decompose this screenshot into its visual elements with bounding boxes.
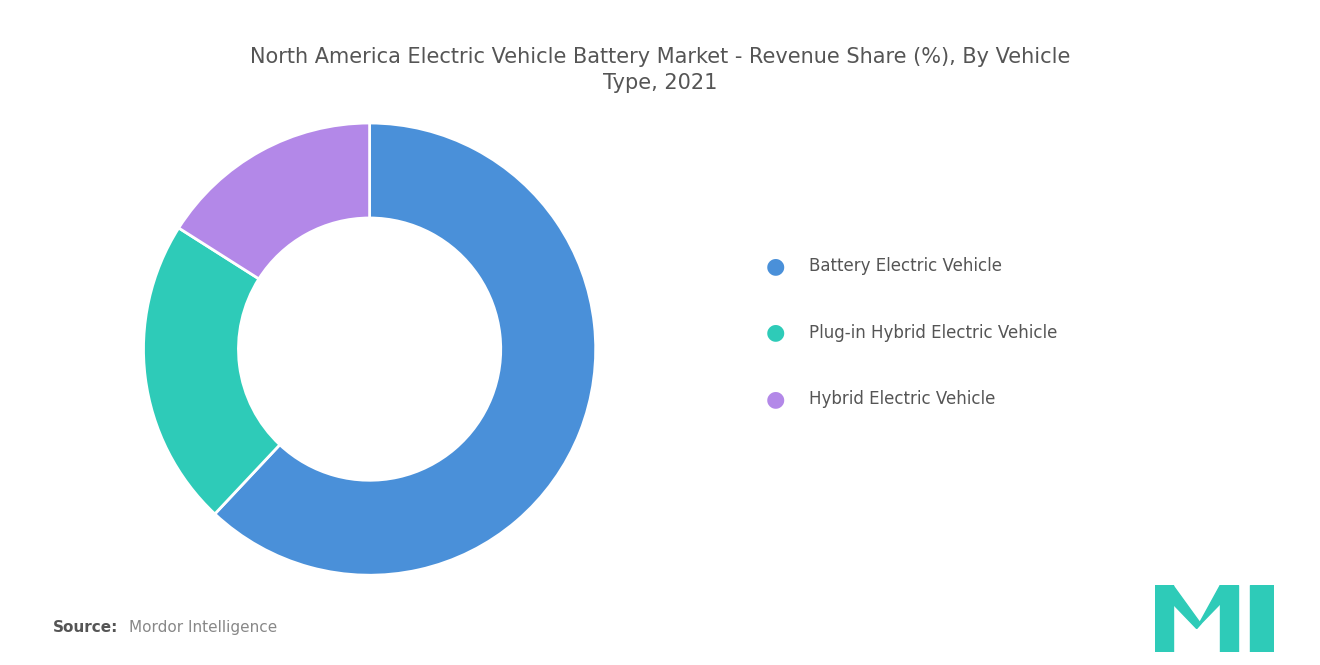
Text: North America Electric Vehicle Battery Market - Revenue Share (%), By Vehicle
Ty: North America Electric Vehicle Battery M… <box>249 47 1071 93</box>
Polygon shape <box>1250 585 1274 652</box>
Wedge shape <box>178 123 370 279</box>
Polygon shape <box>1196 585 1238 628</box>
Text: ●: ● <box>766 389 785 409</box>
Text: Hybrid Electric Vehicle: Hybrid Electric Vehicle <box>809 390 995 408</box>
Polygon shape <box>1155 585 1172 652</box>
Wedge shape <box>144 228 280 514</box>
Text: Battery Electric Vehicle: Battery Electric Vehicle <box>809 257 1002 275</box>
Text: Source:: Source: <box>53 620 119 635</box>
Wedge shape <box>215 123 595 575</box>
Polygon shape <box>1155 585 1201 628</box>
Polygon shape <box>1220 585 1238 652</box>
Text: Mordor Intelligence: Mordor Intelligence <box>129 620 277 635</box>
Text: ●: ● <box>766 323 785 342</box>
Text: ●: ● <box>766 256 785 276</box>
Text: Plug-in Hybrid Electric Vehicle: Plug-in Hybrid Electric Vehicle <box>809 323 1057 342</box>
